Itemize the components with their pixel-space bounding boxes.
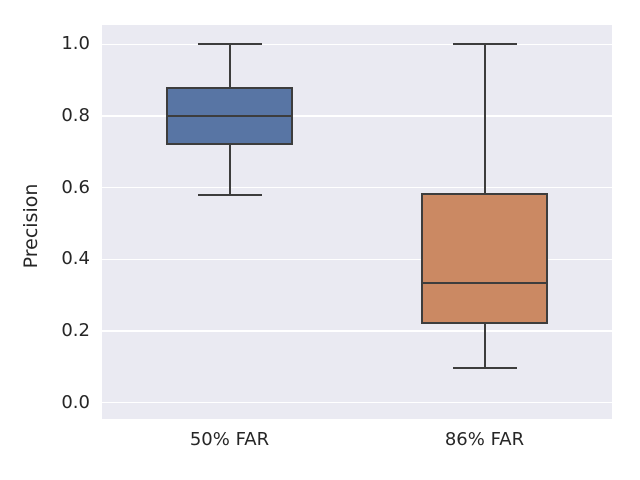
y-tick-label: 0.6 bbox=[61, 176, 90, 198]
whisker-cap bbox=[197, 193, 262, 196]
box-86-far bbox=[421, 192, 548, 324]
y-tick-label: 0.2 bbox=[61, 319, 90, 341]
gridline-0.6 bbox=[102, 186, 612, 189]
y-tick-label: 0.0 bbox=[61, 391, 90, 413]
gridline-0.2 bbox=[102, 330, 612, 332]
whisker-cap bbox=[452, 43, 517, 46]
x-tick-label: 86% FAR bbox=[444, 429, 525, 450]
gridline-0.8 bbox=[102, 115, 612, 117]
y-tick-label: 0.4 bbox=[61, 248, 90, 270]
whisker-cap bbox=[452, 367, 517, 370]
plot-area bbox=[102, 25, 612, 419]
whisker-cap bbox=[197, 43, 262, 46]
gridline-1.0 bbox=[102, 43, 612, 46]
median-line bbox=[166, 114, 293, 117]
gridline-0.4 bbox=[102, 258, 612, 260]
y-tick-label: 0.8 bbox=[61, 104, 90, 126]
gridline-0.0 bbox=[102, 401, 612, 404]
y-tick-label: 1.0 bbox=[61, 33, 90, 55]
median-line bbox=[421, 281, 548, 284]
x-tick-label: 50% FAR bbox=[189, 429, 270, 450]
